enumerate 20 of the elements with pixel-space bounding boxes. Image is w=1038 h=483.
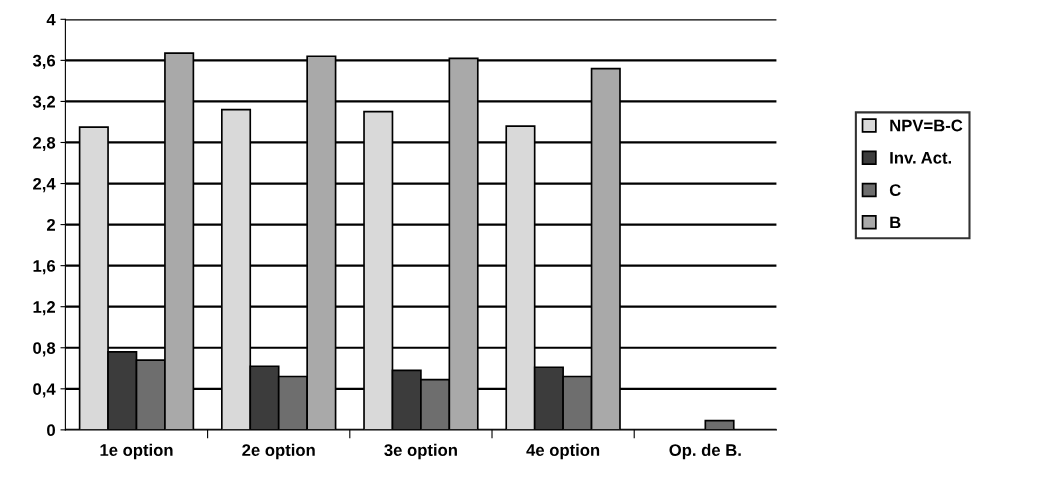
y-tick-label: 3,6	[32, 54, 56, 69]
x-tick-label: 4e option	[526, 443, 600, 460]
x-tick-label: Op. de B.	[669, 443, 741, 460]
y-tick-label: 1,6	[33, 260, 56, 275]
x-tick-label: 2e option	[242, 443, 315, 460]
y-tick-label: 2,4	[33, 177, 56, 193]
y-tick-label: 2,8	[33, 136, 56, 152]
legend-label: Inv. Act.	[890, 152, 952, 164]
legend-label: B	[890, 216, 901, 229]
y-tick-label: 0,4	[33, 383, 56, 398]
y-tick-label: 3,2	[32, 95, 56, 111]
y-tick-label: 4	[46, 13, 56, 26]
legend-label: NPV=B-C	[890, 119, 963, 132]
y-tick-label: 0	[47, 424, 55, 437]
x-tick-label: 1e option	[100, 443, 173, 460]
y-tick-label: 0,8	[33, 342, 56, 357]
legend-label: C	[889, 184, 901, 196]
y-tick-label: 2	[46, 219, 56, 231]
y-tick-label: 1,2	[33, 301, 56, 316]
x-tick-label: 3e option	[384, 443, 457, 460]
